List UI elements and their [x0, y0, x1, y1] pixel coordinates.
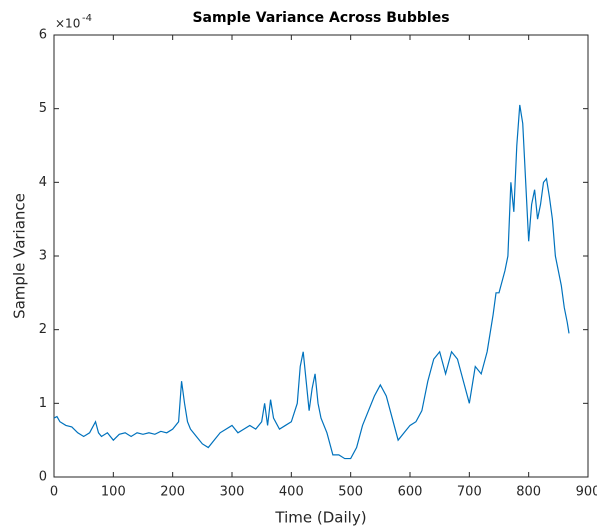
x-tick-label: 700 [457, 485, 482, 500]
y-tick-label: 0 [39, 470, 47, 485]
x-tick-label: 400 [279, 485, 304, 500]
y-tick-label: 6 [39, 28, 47, 43]
y-axis-label: Sample Variance [11, 193, 29, 319]
chart-title: Sample Variance Across Bubbles [192, 10, 449, 26]
y-multiplier-exponent: -4 [82, 13, 92, 24]
y-tick-label: 3 [39, 249, 47, 264]
x-tick-label: 0 [50, 485, 58, 500]
data-line [53, 104, 570, 460]
x-tick-label: 200 [160, 485, 185, 500]
y-tick-label: 1 [39, 396, 47, 411]
y-multiplier: ×10 [55, 17, 80, 31]
x-tick-label: 600 [398, 485, 423, 500]
x-axis-label: Time (Daily) [274, 509, 366, 527]
x-tick-label: 800 [516, 485, 541, 500]
y-tick-label: 2 [39, 322, 47, 337]
y-tick-label: 5 [39, 101, 47, 116]
x-tick-label: 900 [576, 485, 597, 500]
y-tick-label: 4 [39, 175, 47, 190]
x-tick-label: 500 [338, 485, 363, 500]
x-tick-label: 100 [101, 485, 126, 500]
x-tick-label: 300 [220, 485, 245, 500]
